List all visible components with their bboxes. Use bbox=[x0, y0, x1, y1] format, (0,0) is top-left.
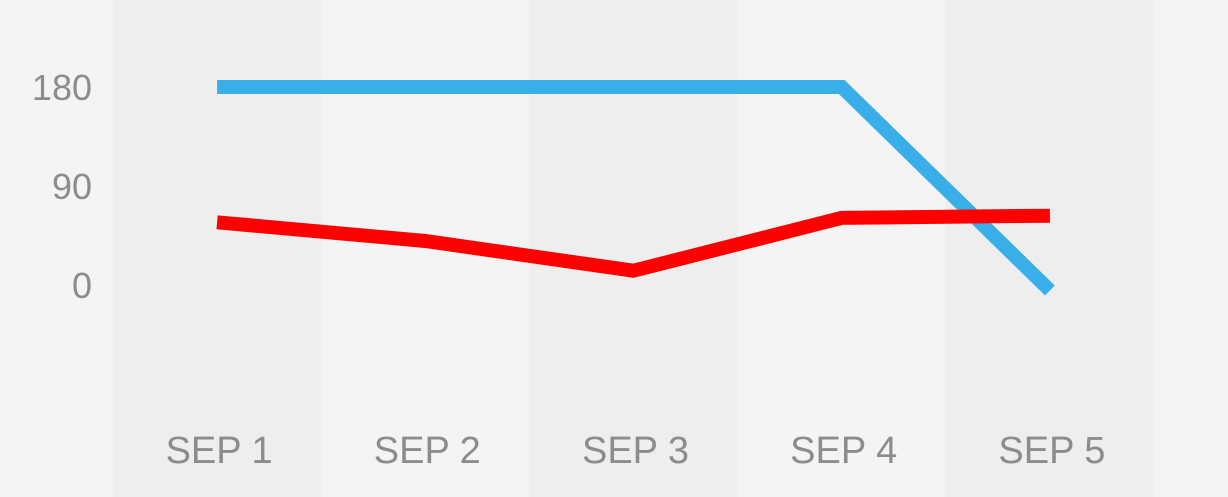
y-tick-label: 180 bbox=[32, 67, 92, 108]
x-tick-label: SEP 1 bbox=[166, 430, 273, 472]
series-lines bbox=[216, 80, 1055, 296]
series-line-2 bbox=[216, 208, 1050, 278]
x-tick-label: SEP 2 bbox=[374, 430, 481, 472]
y-axis: 0 90 180 bbox=[32, 67, 92, 306]
y-tick-label: 0 bbox=[72, 265, 92, 306]
y-tick-label: 90 bbox=[52, 166, 92, 207]
column-band bbox=[737, 0, 946, 497]
x-tick-label: SEP 3 bbox=[582, 430, 689, 472]
column-band bbox=[945, 0, 1154, 497]
x-axis: SEP 1 SEP 2 SEP 3 SEP 4 SEP 5 bbox=[166, 430, 1106, 472]
column-band bbox=[113, 0, 322, 497]
x-tick-label: SEP 4 bbox=[790, 430, 897, 472]
series-line-1 bbox=[217, 80, 1055, 296]
x-tick-label: SEP 5 bbox=[998, 430, 1105, 472]
